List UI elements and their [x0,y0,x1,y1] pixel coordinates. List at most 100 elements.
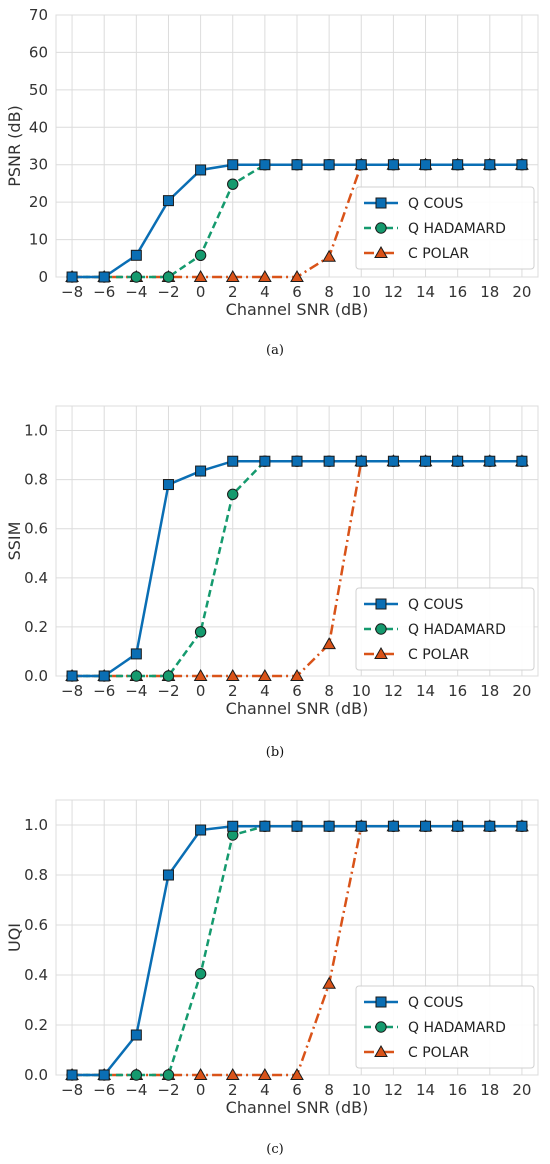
x-tick-label: −4 [125,682,147,700]
x-tick-label: 8 [324,1081,334,1099]
y-tick-label: 20 [29,193,48,211]
data-point-q-cous [227,455,239,467]
chart-ssim: −8 −6 −4 −2 0 2 4 6 8 10 12 14 16 18 20 0.0 0.2 0.4 0.6 0.8… [5,405,539,718]
chart-panel-c: −8 −6 −4 −2 0 2 4 6 8 10 12 14 16 18 20 0.0 0.2 0.4 0.6 0.8… [0,776,550,1164]
data-point-q-hadamard [162,670,175,682]
data-point-c-polar [322,249,336,262]
legend-marker-q-cous [375,598,387,610]
x-tick-label: −2 [157,682,179,700]
x-tick-label: −2 [157,1081,179,1099]
x-tick-label: −8 [61,682,83,700]
y-tick-label: 0.4 [24,569,48,587]
legend-box [355,985,535,1069]
data-point-q-cous [516,159,528,171]
data-point-q-cous [387,820,399,832]
data-point-c-polar [290,269,304,282]
chart-panel-a: −8 −6 −4 −2 0 2 4 6 8 10 12 14 16 18 20 0 10 20 30 40 50 60 70… [0,0,550,388]
x-tick-label: 12 [384,283,403,301]
series-q-cous [66,455,528,682]
data-point-q-cous [355,159,367,171]
legend: Q COUS Q HADAMARD C POLAR [355,186,535,270]
x-tick-label: 18 [480,682,499,700]
x-tick-label: 2 [228,1081,238,1099]
data-point-q-hadamard [130,271,143,283]
legend-label-c-polar: C POLAR [408,1045,469,1061]
y-tick-label: 0.8 [24,471,48,489]
legend: Q COUS Q HADAMARD C POLAR [355,985,535,1069]
caption-c: (c) [266,1142,284,1157]
legend-label-q-cous: Q COUS [408,196,464,212]
data-point-q-cous [130,648,142,660]
data-point-q-cous [484,820,496,832]
legend: Q COUS Q HADAMARD C POLAR [355,587,535,671]
legend-label-q-hadamard: Q HADAMARD [408,622,506,638]
x-tick-label: 6 [292,682,302,700]
data-point-c-polar [258,269,272,282]
legend-marker-q-hadamard [375,623,387,635]
y-axis-label: PSNR (dB) [5,105,24,187]
chart-uqi: −8 −6 −4 −2 0 2 4 6 8 10 12 14 16 18 20 0.0 0.2 0.4 0.6 0.8… [5,799,539,1117]
y-tick-label: 50 [29,81,48,99]
y-tick-label: 0.0 [24,1066,48,1084]
data-point-q-cous [452,820,464,832]
caption-a: (a) [266,343,284,358]
y-tick-label: 70 [29,6,48,24]
data-point-q-hadamard [194,626,207,638]
x-tick-label: 4 [260,1081,270,1099]
data-point-q-cous [420,820,432,832]
x-tick-label: 14 [416,1081,435,1099]
y-tick-label: 0.6 [24,916,48,934]
data-point-q-cous [162,869,174,881]
y-tick-label: 0.0 [24,667,48,685]
data-point-q-cous [323,820,335,832]
data-point-q-cous [291,455,303,467]
data-point-q-cous [516,820,528,832]
x-tick-label: 14 [416,682,435,700]
data-point-q-cous [420,455,432,467]
x-tick-label: −2 [157,283,179,301]
legend-label-q-cous: Q COUS [408,597,464,613]
data-point-c-polar [290,668,304,681]
x-tick-label: 10 [352,283,371,301]
legend-box [355,587,535,671]
x-tick-label: 16 [448,682,467,700]
x-tick-label: −8 [61,283,83,301]
data-point-q-cous [130,1029,142,1041]
x-tick-label: 16 [448,1081,467,1099]
y-tick-label: 60 [29,43,48,61]
data-point-q-cous [484,159,496,171]
y-tick-label: 0 [38,268,48,286]
data-point-q-hadamard [130,1069,143,1081]
y-tick-label: 1.0 [24,422,48,440]
x-tick-label: −4 [125,283,147,301]
data-point-q-cous [66,670,78,682]
x-tick-label: 18 [480,283,499,301]
legend-marker-c-polar [374,1044,388,1057]
y-axis-label: SSIM [5,522,24,561]
y-tick-label: 0.6 [24,520,48,538]
data-point-c-polar [290,1067,304,1080]
x-tick-label: 20 [512,1081,531,1099]
data-point-c-polar [225,1067,240,1080]
data-point-q-hadamard [130,670,143,682]
data-point-c-polar [258,1067,272,1080]
data-point-q-cous [355,455,367,467]
data-point-q-cous [420,159,432,171]
x-tick-label: 20 [512,283,531,301]
data-point-c-polar [193,269,208,282]
data-point-q-cous [162,479,174,491]
x-tick-label: 4 [260,283,270,301]
data-point-c-polar [258,668,272,681]
x-tick-label: 4 [260,682,270,700]
data-point-q-cous [259,455,271,467]
y-tick-label: 0.4 [24,966,48,984]
data-point-q-cous [259,159,271,171]
data-point-q-hadamard [227,178,239,190]
data-point-q-cous [323,159,335,171]
data-point-q-cous [387,455,399,467]
x-tick-label: 0 [196,682,206,700]
data-point-q-cous [387,159,399,171]
data-point-q-cous [195,164,207,176]
chart-psnr: −8 −6 −4 −2 0 2 4 6 8 10 12 14 16 18 20 0 10 20 30 40 50 60 70… [5,6,539,319]
x-axis-label: Channel SNR (dB) [226,699,369,718]
